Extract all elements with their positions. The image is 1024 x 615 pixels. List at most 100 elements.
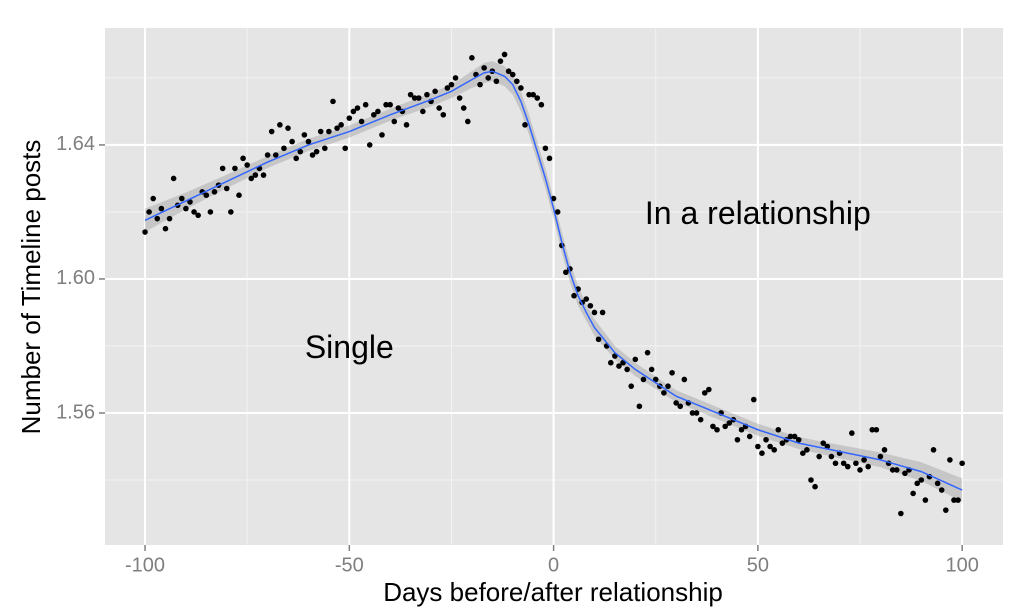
data-point <box>571 292 577 299</box>
data-point <box>693 410 700 416</box>
data-point <box>632 356 639 363</box>
data-point <box>191 209 197 215</box>
data-point <box>501 51 508 58</box>
data-point <box>689 410 696 416</box>
data-point <box>865 463 871 470</box>
data-point <box>403 122 410 128</box>
data-point <box>893 467 900 473</box>
data-point <box>563 269 569 276</box>
data-point <box>538 101 545 108</box>
data-point <box>681 376 688 383</box>
data-point <box>232 165 238 172</box>
data-point <box>624 366 630 373</box>
data-point <box>322 145 328 152</box>
data-point <box>166 215 173 222</box>
data-point <box>179 195 185 202</box>
data-point <box>203 192 210 198</box>
data-point <box>411 95 418 101</box>
data-point <box>162 225 169 232</box>
data-point <box>317 128 324 135</box>
data-point <box>869 426 876 433</box>
data-point <box>211 189 218 195</box>
data-point <box>252 172 259 178</box>
data-point <box>771 447 778 453</box>
data-point <box>648 366 655 373</box>
y-tick-label: 1.60 <box>56 267 95 289</box>
data-point <box>464 118 471 125</box>
smooth-line <box>144 70 963 491</box>
data-point <box>636 403 643 410</box>
data-point <box>415 95 422 101</box>
data-point <box>918 477 925 483</box>
data-point <box>820 440 827 446</box>
data-point <box>746 433 753 440</box>
data-point <box>910 490 916 497</box>
data-point <box>779 440 786 446</box>
data-point <box>873 426 880 433</box>
data-point <box>264 152 271 158</box>
data-point <box>330 98 336 105</box>
data-point <box>142 229 148 235</box>
data-point <box>460 105 467 111</box>
x-tick-label: 0 <box>548 554 559 576</box>
data-point <box>628 383 635 389</box>
data-point <box>922 497 929 503</box>
data-point <box>853 460 859 467</box>
data-point <box>272 152 279 158</box>
data-point <box>407 91 414 98</box>
data-point <box>170 175 177 182</box>
data-point <box>706 386 712 393</box>
data-point <box>722 423 728 430</box>
data-point <box>734 436 741 443</box>
data-point <box>947 457 953 463</box>
data-point <box>930 447 937 453</box>
data-point <box>477 81 483 88</box>
data-point <box>146 209 152 215</box>
data-point <box>750 396 757 403</box>
data-point <box>424 91 430 98</box>
data-point <box>387 101 393 108</box>
data-point <box>665 383 671 389</box>
annotation: Single <box>305 329 394 365</box>
data-point <box>154 215 161 222</box>
data-point <box>297 148 304 155</box>
data-point <box>207 209 214 215</box>
data-point <box>420 108 426 115</box>
data-point <box>456 95 463 101</box>
data-point <box>877 453 884 460</box>
data-point <box>375 108 381 115</box>
data-point <box>240 155 246 162</box>
y-axis-label: Number of Timeline posts <box>16 140 46 435</box>
data-point <box>493 78 500 85</box>
data-point <box>285 125 291 131</box>
data-point <box>599 309 606 316</box>
data-point <box>738 426 745 433</box>
data-point <box>889 467 896 473</box>
data-point <box>673 400 679 406</box>
data-point <box>338 122 344 128</box>
data-point <box>277 122 283 128</box>
x-tick-label: -50 <box>335 554 364 576</box>
data-point <box>485 75 492 81</box>
data-point <box>546 155 553 162</box>
data-point <box>195 212 201 219</box>
x-tick-label: -100 <box>125 554 165 576</box>
data-point <box>362 101 369 108</box>
data-point <box>791 433 798 440</box>
data-point <box>763 436 769 443</box>
data-point <box>281 145 287 152</box>
data-point <box>379 132 385 138</box>
data-point <box>305 138 312 145</box>
data-point <box>342 145 349 152</box>
data-point <box>710 423 716 430</box>
data-point <box>497 58 504 64</box>
data-point <box>828 453 835 460</box>
data-point <box>824 443 831 450</box>
data-point <box>526 91 532 98</box>
data-point <box>354 105 361 111</box>
data-point <box>293 155 300 162</box>
x-tick-label: 50 <box>747 554 769 576</box>
data-point <box>542 145 549 152</box>
data-point <box>587 302 594 309</box>
